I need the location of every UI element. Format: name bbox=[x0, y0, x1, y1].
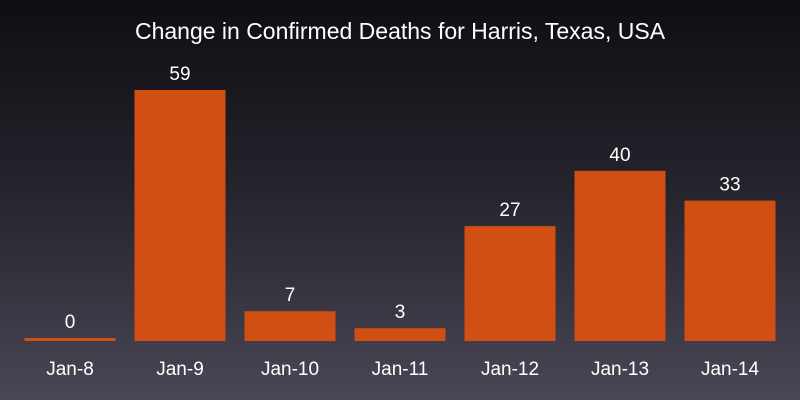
data-label-jan-13: 40 bbox=[609, 145, 630, 166]
x-tick-label-jan-12: Jan-12 bbox=[481, 359, 539, 380]
bar-jan-8 bbox=[24, 338, 116, 341]
chart-title: Change in Confirmed Deaths for Harris, T… bbox=[134, 18, 666, 44]
data-label-jan-10: 7 bbox=[285, 285, 296, 306]
x-tick-label-jan-11: Jan-11 bbox=[372, 359, 429, 380]
data-label-jan-9: 59 bbox=[169, 64, 190, 85]
bar-jan-13 bbox=[574, 170, 666, 341]
bar-jan-11 bbox=[354, 328, 446, 341]
data-label-jan-14: 33 bbox=[719, 175, 740, 196]
x-tick-label-jan-13: Jan-13 bbox=[591, 359, 649, 380]
bar-jan-9 bbox=[134, 90, 226, 341]
bar-jan-10 bbox=[244, 311, 336, 341]
x-tick-label-jan-8: Jan-8 bbox=[46, 359, 94, 380]
x-tick-label-jan-14: Jan-14 bbox=[701, 359, 760, 380]
x-tick-label-jan-9: Jan-9 bbox=[156, 359, 204, 380]
data-label-jan-12: 27 bbox=[499, 200, 520, 221]
bar-jan-12 bbox=[464, 226, 556, 341]
data-label-jan-8: 0 bbox=[65, 312, 76, 333]
data-label-jan-11: 3 bbox=[395, 302, 406, 323]
bar-jan-14 bbox=[684, 200, 776, 341]
x-tick-label-jan-10: Jan-10 bbox=[261, 359, 319, 380]
